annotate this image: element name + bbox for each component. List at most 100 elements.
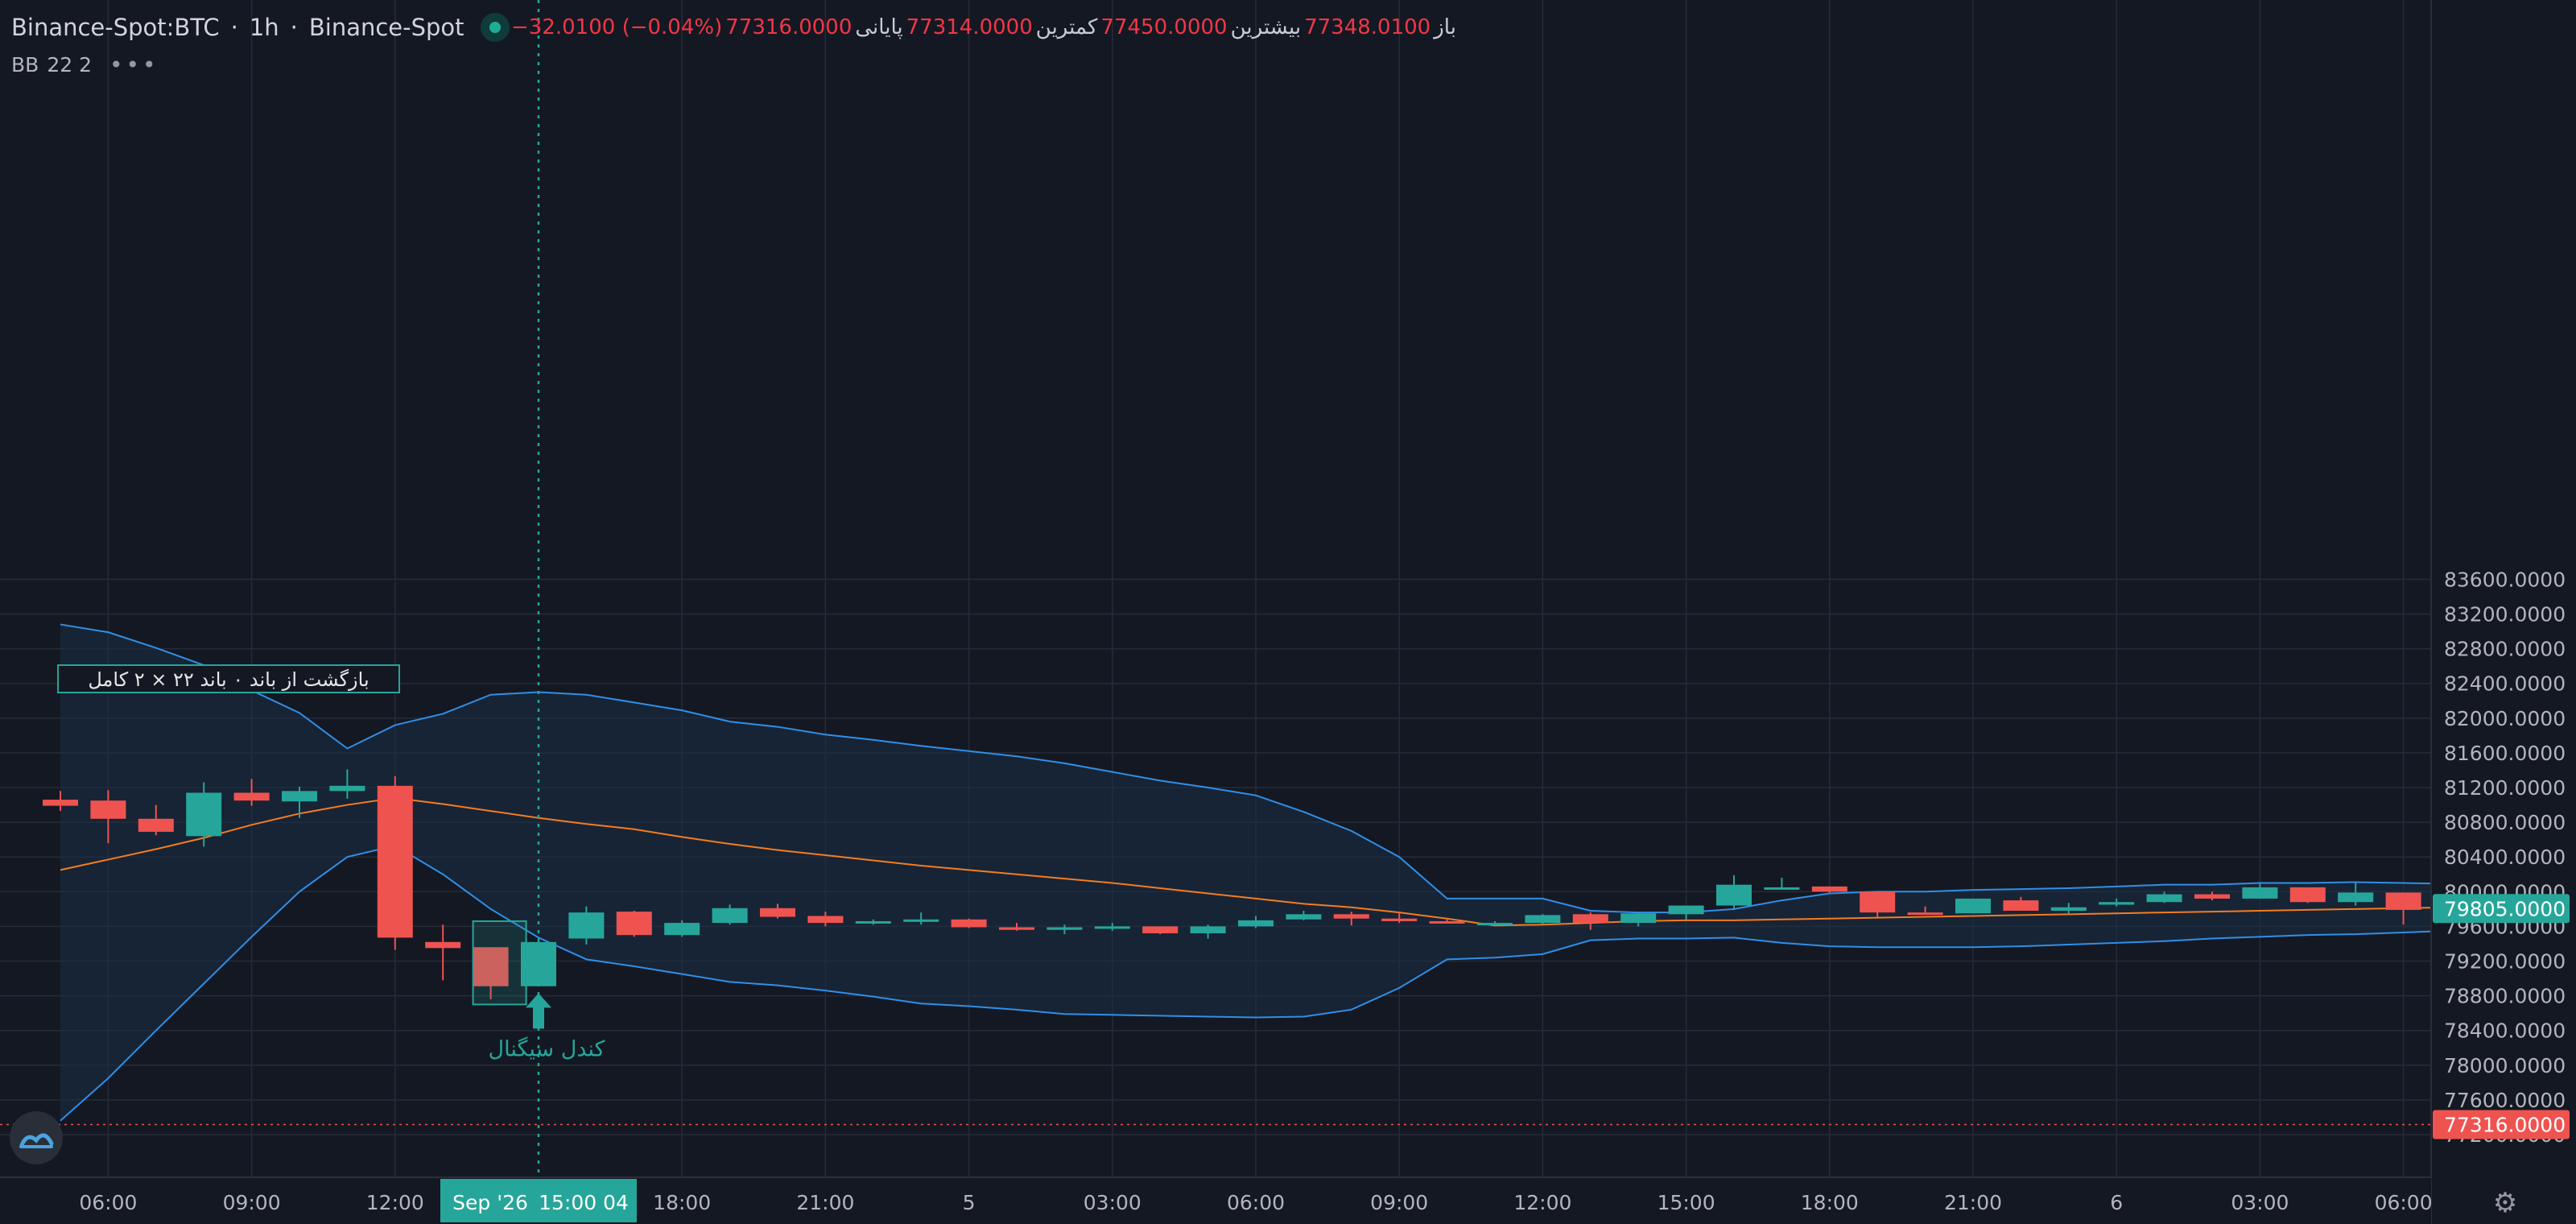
candle-body — [2099, 902, 2135, 905]
candle-down — [1811, 886, 1847, 893]
time-tick-label: 12:00 — [366, 1191, 424, 1214]
price-tick-label: 82400.0000 — [2444, 672, 2566, 696]
time-axis-bg — [0, 1177, 2431, 1224]
candle-body — [1955, 898, 1991, 914]
gear-icon[interactable]: ⚙ — [2492, 1187, 2518, 1219]
candle-up — [329, 769, 365, 800]
bb-price-tag — [2433, 894, 2570, 924]
candle-body — [233, 792, 270, 801]
candle-up — [1525, 914, 1561, 924]
candle-down — [1572, 912, 1608, 930]
crosshair-date-label: Sep '26 — [452, 1191, 528, 1214]
candle-up — [568, 906, 605, 945]
candle-body — [1716, 884, 1752, 906]
price-tick-label: 81200.0000 — [2444, 776, 2566, 800]
price-tick-label: 82000.0000 — [2444, 707, 2566, 730]
candle-up — [2242, 883, 2278, 899]
candle-up — [1764, 878, 1800, 890]
candle-body — [712, 908, 748, 924]
price-tick-label: 78800.0000 — [2444, 985, 2566, 1008]
candles — [43, 769, 2469, 999]
candle-body — [855, 920, 891, 924]
time-tick-label: 09:00 — [223, 1191, 281, 1214]
candle-up — [1238, 916, 1274, 928]
price-tick-label: 81600.0000 — [2444, 742, 2566, 765]
indicator-params: 22 2 — [47, 52, 92, 76]
time-tick-label: 09:00 — [1370, 1191, 1428, 1214]
time-tick-label: 03:00 — [1084, 1191, 1141, 1214]
indicator-name: BB — [11, 52, 39, 76]
candle-body — [2338, 892, 2374, 903]
candle-up — [1046, 924, 1083, 935]
ohlc-readout: باز 77348.0100 بیشترین 77450.0000 کمترین… — [503, 11, 1456, 43]
bb-fill-area — [60, 624, 2451, 1121]
candle-body — [616, 912, 652, 936]
bb-upper-band — [60, 623, 2452, 914]
signal-highlight — [472, 920, 527, 1006]
candle-body — [1668, 905, 1704, 915]
price-tick-label: 80400.0000 — [2444, 846, 2566, 869]
candle-body — [1429, 920, 1465, 924]
candle-body — [1286, 914, 1322, 920]
price-tick-label: 79200.0000 — [2444, 950, 2566, 974]
indicator-legend[interactable]: BB 22 2 ••• — [11, 50, 159, 79]
pattern-annotation: بازگشت از باند ۰ باند ۲۲ × ۲ کامل — [57, 664, 400, 693]
header-separator: · — [290, 14, 298, 41]
exchange-name: Binance-Spot — [308, 14, 464, 41]
candle-up — [1094, 923, 1130, 931]
candle-body — [1620, 913, 1657, 924]
header-separator: · — [230, 14, 238, 41]
candle-down — [377, 775, 413, 950]
candle-body — [1572, 914, 1608, 924]
time-tick-label: 06:00 — [79, 1191, 137, 1214]
pattern-label-box — [57, 664, 400, 693]
candle-down — [2385, 892, 2421, 925]
brand-logo-icon[interactable] — [10, 1111, 63, 1164]
time-tick-label: 06:00 — [1227, 1191, 1285, 1214]
interval-label[interactable]: 1h — [249, 14, 279, 41]
candle-up — [712, 904, 748, 925]
candle-up — [1955, 898, 1991, 914]
candle-down — [951, 918, 987, 928]
more-options-icon[interactable]: ••• — [109, 51, 159, 78]
symbol-name[interactable]: Binance-Spot:BTC — [11, 14, 220, 41]
time-tick-label: 18:00 — [1801, 1191, 1859, 1214]
candle-body — [138, 818, 174, 832]
signal-label: کندل سیگنال — [488, 1036, 605, 1061]
price-tick-label: 83200.0000 — [2444, 603, 2566, 626]
price-tick-label: 78400.0000 — [2444, 1019, 2566, 1043]
candle-body — [2003, 900, 2039, 912]
time-tick-label: 18:00 — [653, 1191, 711, 1214]
candle-body — [951, 919, 987, 928]
open-value: 77348.0100 — [1304, 15, 1431, 39]
candle-down — [1429, 918, 1465, 924]
bb-price-tag-label: 79805.0000 — [2444, 897, 2566, 920]
candle-down — [760, 904, 795, 919]
low-value: 77314.0000 — [906, 15, 1033, 39]
price-tick-label: 80800.0000 — [2444, 811, 2566, 834]
change-value: −32.0100 (−0.04%) — [511, 15, 723, 39]
candle-up — [664, 920, 700, 937]
candle-body — [90, 800, 126, 819]
market-status-icon[interactable] — [480, 13, 510, 42]
candle-body — [1860, 891, 1896, 913]
candle-down — [1333, 912, 1369, 926]
candle-body — [186, 792, 222, 837]
candle-body — [2385, 892, 2421, 910]
candle-body — [1046, 927, 1083, 930]
price-tick-label: 77600.0000 — [2444, 1089, 2566, 1112]
candle-body — [1907, 912, 1943, 916]
candle-body — [425, 941, 461, 949]
candle-body — [329, 785, 365, 792]
candle-up — [1286, 911, 1322, 920]
candle-body — [282, 791, 317, 802]
candle-up — [2099, 898, 2135, 907]
candle-down — [43, 791, 78, 812]
candle-body — [2146, 894, 2182, 903]
candle-up — [1620, 912, 1657, 927]
bb-lower-band — [60, 845, 2452, 1122]
candle-down — [1381, 912, 1418, 924]
candle-down — [616, 911, 652, 937]
